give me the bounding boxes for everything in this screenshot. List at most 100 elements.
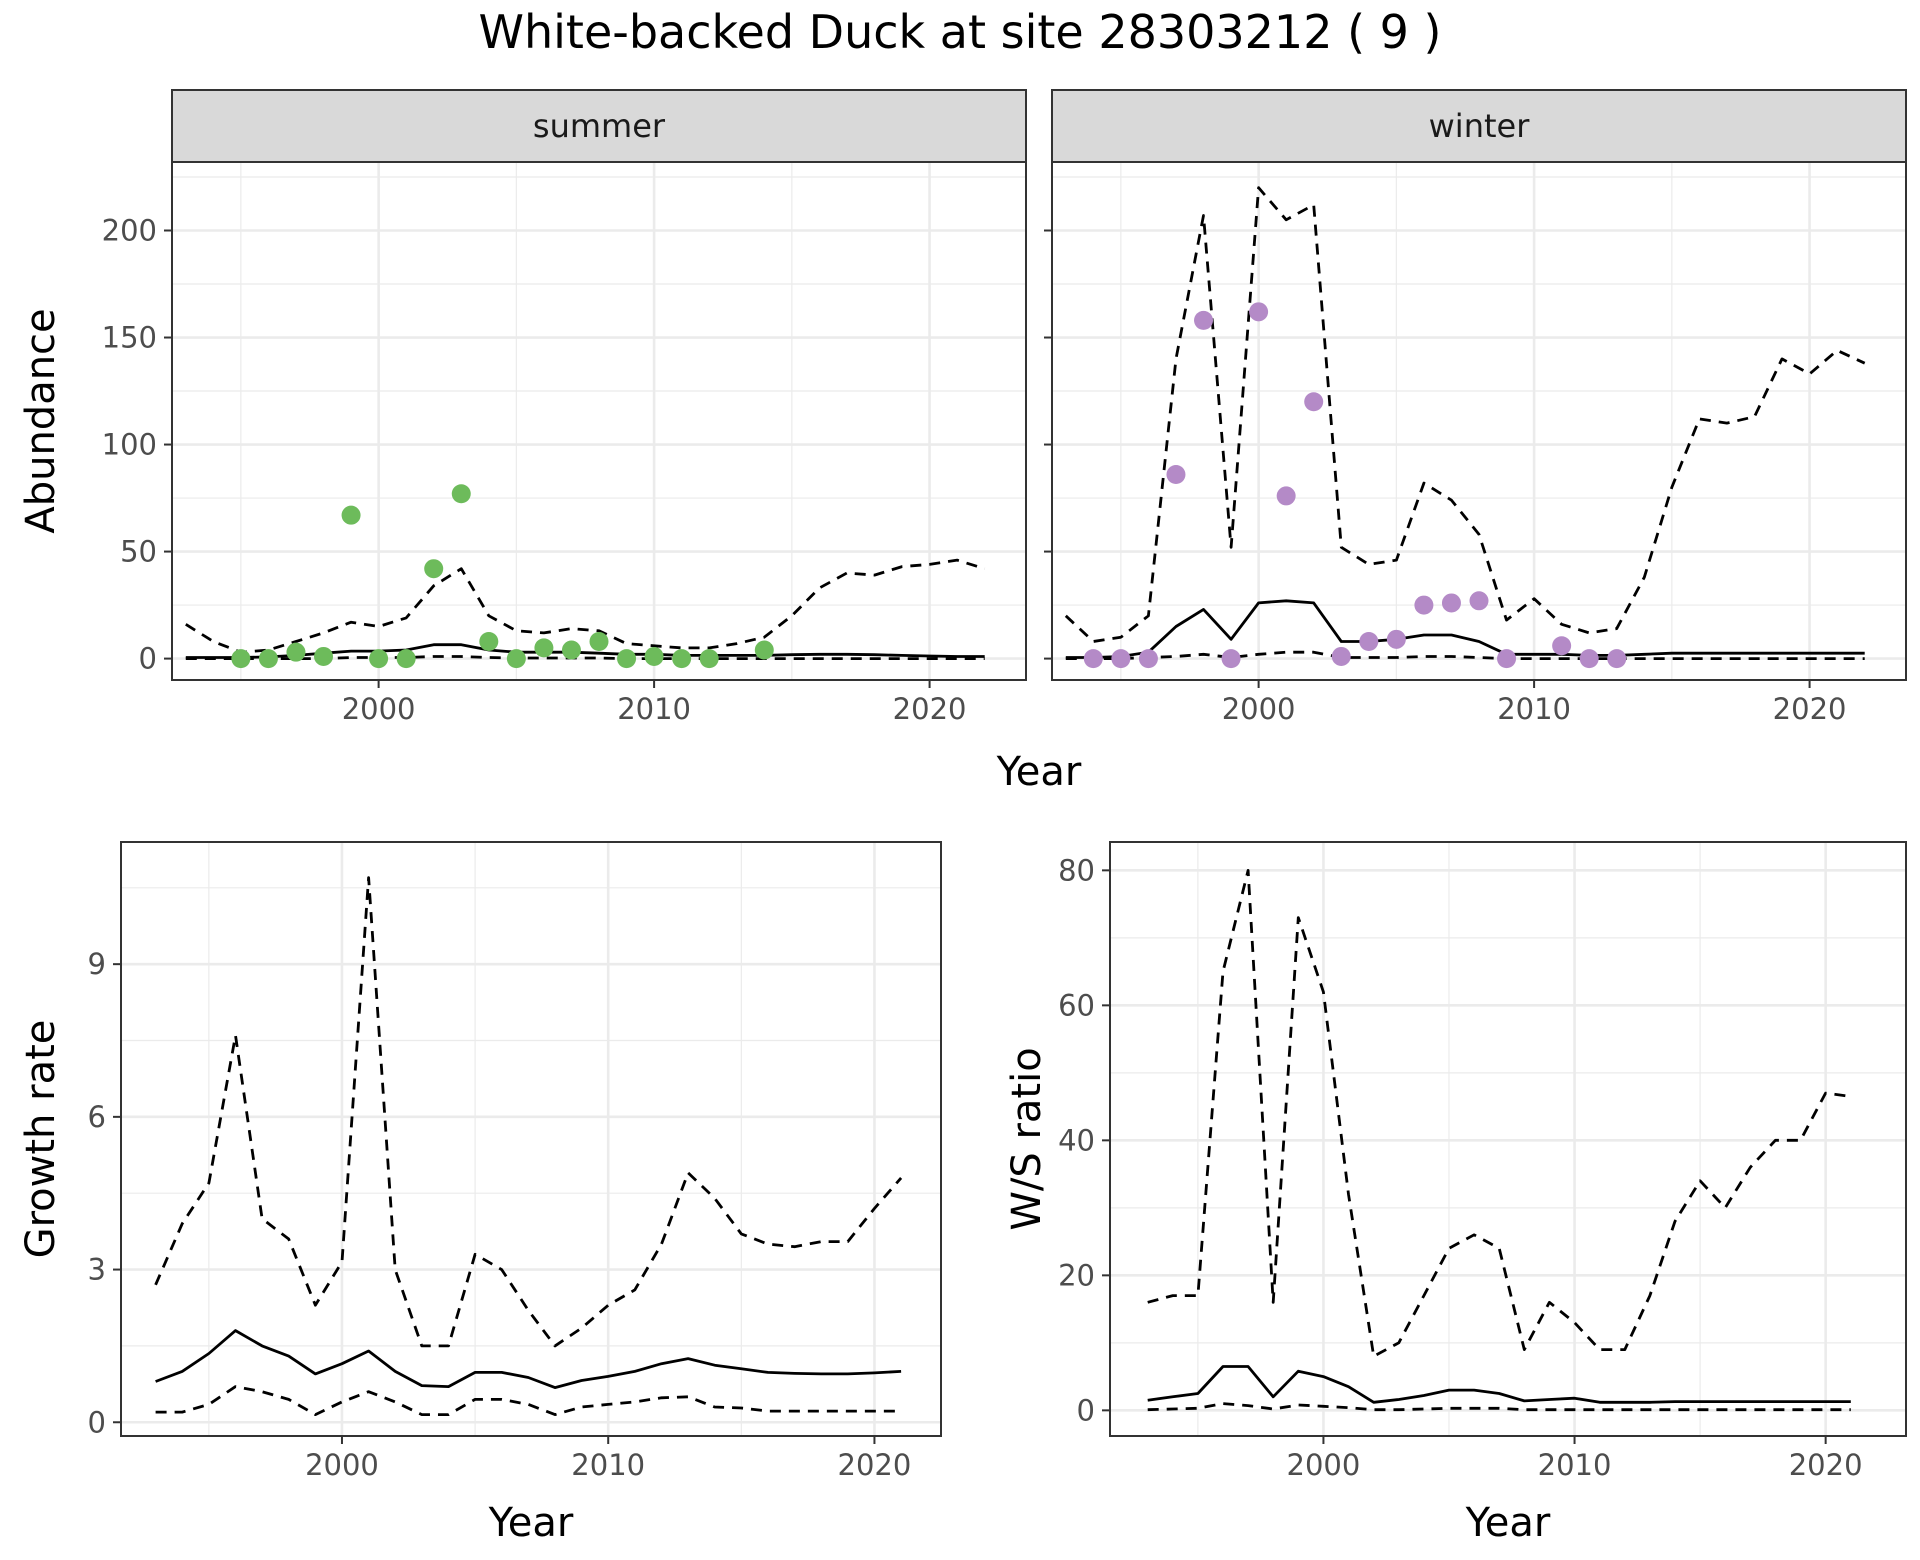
observed-point [1441,593,1461,613]
series-line-upper [154,876,903,1348]
x-axis-title: Year [488,1500,574,1546]
observed-point [1276,486,1296,506]
observed-points [231,484,774,669]
x-axis-ticks: 2000 2010 2020 [342,680,967,726]
summer-abundance-panel: summer 2000 2010 2020 0 50 100 150 200 [102,89,1027,726]
observed-point [1166,465,1186,485]
series-line-lower [1065,650,1865,660]
x-axis-ticks: 2000 2010 2020 [1222,680,1847,726]
panel-border [120,841,942,1437]
observed-point [1111,649,1131,669]
y-tick-label: 3 [88,1253,106,1287]
observed-point [1579,649,1599,669]
series-line-estimate [155,1329,902,1389]
y-axis-ticks: 0 3 6 9 [88,947,121,1439]
observed-point [589,631,609,651]
observed-point [617,649,637,669]
observed-point [1414,595,1434,615]
observed-point [506,649,526,669]
y-tick-label: 6 [88,1100,106,1134]
facet-strip-label: winter [1429,107,1531,145]
observed-point [1552,636,1572,656]
chart-title: White-backed Duck at site 28303212 ( 9 ) [479,5,1442,59]
observed-point [258,649,278,669]
observed-point [699,649,719,669]
winter-abundance-panel: winter 2000 2010 2020 [1044,89,1907,726]
panel-border [1109,841,1907,1437]
observed-point [479,631,499,651]
y-axis-title: Growth rate [18,1020,64,1259]
observed-point [672,649,692,669]
y-tick-label: 80 [1058,853,1095,887]
series-lines [154,876,903,1416]
observed-point [1249,302,1269,322]
y-tick-label: 60 [1058,988,1095,1022]
panel-background [1110,842,1906,1436]
x-axis-ticks: 2000 2010 2020 [305,1436,911,1482]
y-tick-label: 200 [102,213,157,247]
y-tick-label: 9 [88,947,106,981]
y-tick-label: 150 [102,321,157,355]
x-tick-label: 2010 [571,1448,645,1482]
panel-background [121,842,941,1436]
observed-point [341,505,361,525]
observed-point [231,649,251,669]
observed-point [1138,649,1158,669]
y-axis-title-abundance: Abundance [18,308,64,533]
gridlines [1110,842,1906,1436]
y-tick-label: 100 [102,428,157,462]
ws-ratio-panel: 2000 2010 2020 0 20 40 60 80 Year W/S ratio [1004,841,1907,1546]
observed-point [314,646,334,666]
observed-point [1221,649,1241,669]
y-tick-label: 0 [139,642,157,676]
series-line-estimate [1147,1365,1851,1404]
x-tick-label: 2000 [1222,692,1296,726]
y-tick-label: 50 [120,535,157,569]
observed-point [1607,649,1627,669]
panel-background [172,162,1026,680]
x-axis-title-top: Year [996,749,1082,795]
series-line-upper [185,558,986,654]
panel-border [1051,161,1907,681]
x-tick-label: 2000 [305,1448,379,1482]
series-line-lower [155,1385,902,1416]
y-tick-label: 0 [1077,1393,1095,1427]
y-axis-ticks: 0 20 40 60 80 [1058,853,1110,1427]
observed-point [286,642,306,662]
observed-points [1083,302,1627,669]
observed-point [369,649,389,669]
observed-point [1331,646,1351,666]
x-tick-label: 2010 [1538,1448,1612,1482]
x-tick-label: 2010 [617,692,691,726]
observed-point [1304,392,1324,412]
x-axis-ticks: 2000 2010 2020 [1287,1436,1863,1482]
facet-strip-summer [171,89,1027,163]
observed-point [1386,629,1406,649]
series-line-lower [1147,1402,1851,1412]
observed-point [644,646,664,666]
x-tick-label: 2020 [893,692,967,726]
x-tick-label: 2020 [1773,692,1847,726]
observed-point [396,649,416,669]
y-tick-label: 0 [88,1405,106,1439]
y-axis-ticks: 0 50 100 150 200 [102,213,172,676]
y-tick-label: 20 [1058,1258,1095,1292]
x-axis-title: Year [1465,1500,1551,1546]
growth-rate-panel: 2000 2010 2020 0 3 6 9 Year Growth rate [18,841,942,1546]
observed-point [1083,649,1103,669]
x-tick-label: 2010 [1497,692,1571,726]
observed-point [534,638,554,658]
series-line-upper [1064,186,1866,643]
facet-strip-label: summer [533,107,666,145]
x-tick-label: 2000 [1287,1448,1361,1482]
observed-point [1359,631,1379,651]
panel-border [171,161,1027,681]
x-tick-label: 2020 [1789,1448,1863,1482]
observed-point [1194,310,1214,330]
observed-point [1497,649,1517,669]
gridlines [172,162,1026,680]
series-line-upper [1147,869,1851,1358]
gridlines [121,842,941,1436]
observed-point [1469,591,1489,611]
